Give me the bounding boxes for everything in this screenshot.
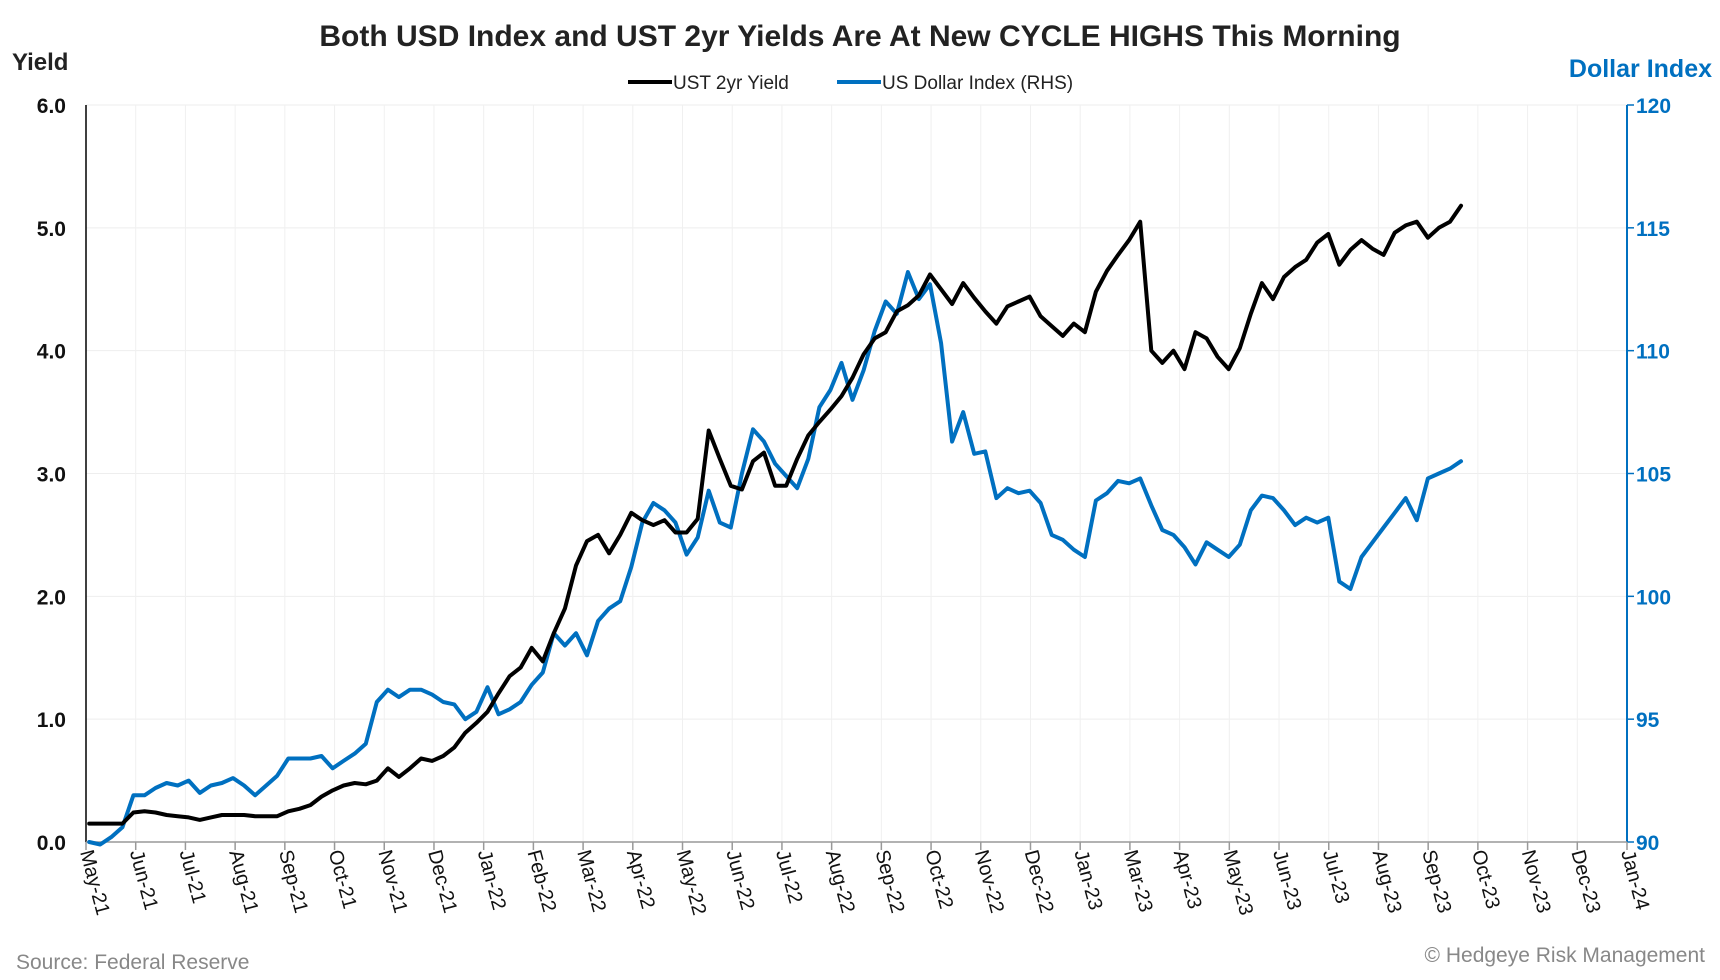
x-tick-label: Aug-21 xyxy=(224,848,262,916)
x-tick-label: Sep-22 xyxy=(871,848,909,916)
x-tick-label: May-22 xyxy=(672,848,711,918)
x-tick-label: Aug-22 xyxy=(821,848,859,916)
left-tick-label: 3.0 xyxy=(37,464,66,487)
x-tick-label: Nov-22 xyxy=(970,848,1008,916)
series-lines xyxy=(87,203,1463,847)
series-line-us-dollar-index xyxy=(87,270,1463,847)
series-ust-2yr-yield xyxy=(87,203,1463,826)
x-tick-label: Jan-23 xyxy=(1069,848,1106,913)
copyright-note: © Hedgeye Risk Management xyxy=(1425,944,1706,967)
series-us-dollar-index xyxy=(87,270,1463,847)
x-tick-label: Feb-22 xyxy=(523,848,561,915)
x-tick-label: Apr-22 xyxy=(622,848,659,912)
left-axis-label: Yield xyxy=(12,49,68,76)
right-tick-label: 105 xyxy=(1636,464,1671,487)
x-tick-label: Jul-21 xyxy=(175,848,210,906)
right-tick-label: 95 xyxy=(1636,709,1660,732)
x-tick-label: May-23 xyxy=(1218,848,1257,918)
x-tick-label: Jun-21 xyxy=(125,848,162,913)
left-tick-label: 4.0 xyxy=(37,341,66,364)
x-tick-label: Jul-22 xyxy=(771,848,806,906)
x-tick-label: Sep-21 xyxy=(274,848,312,916)
x-tick-label: Jan-24 xyxy=(1616,848,1653,913)
x-tick-label: Jan-22 xyxy=(473,848,510,913)
x-tick-label: Jun-22 xyxy=(721,848,758,913)
legend-label-yield: UST 2yr Yield xyxy=(673,73,789,94)
right-tick-label: 115 xyxy=(1636,218,1670,241)
right-tick-label: 120 xyxy=(1636,95,1671,118)
left-tick-label: 5.0 xyxy=(37,218,66,241)
x-tick-label: Jun-23 xyxy=(1268,848,1305,913)
x-tick-label: Oct-21 xyxy=(324,848,361,912)
chart-title: Both USD Index and UST 2yr Yields Are At… xyxy=(319,20,1400,53)
left-tick-label: 1.0 xyxy=(37,709,66,732)
x-tick-label: Mar-23 xyxy=(1119,848,1157,915)
gridlines xyxy=(86,104,1628,842)
right-tick-label: 110 xyxy=(1636,341,1670,364)
x-tick-label: Jul-23 xyxy=(1318,848,1353,906)
legend-label-dxy: US Dollar Index (RHS) xyxy=(882,73,1073,94)
x-tick-label: Dec-23 xyxy=(1566,848,1604,916)
right-axis-label: Dollar Index xyxy=(1569,55,1712,83)
x-tick-label: Nov-23 xyxy=(1517,848,1555,916)
right-tick-label: 100 xyxy=(1636,586,1671,609)
x-tick-label: Apr-23 xyxy=(1169,848,1206,912)
x-tick-label: Dec-21 xyxy=(423,848,461,916)
left-tick-label: 2.0 xyxy=(37,586,66,609)
right-tick-label: 90 xyxy=(1636,832,1659,855)
x-tick-label: May-21 xyxy=(75,848,114,918)
legend: UST 2yr Yield US Dollar Index (RHS) xyxy=(628,73,1073,94)
x-tick-label: Oct-22 xyxy=(920,848,957,912)
x-tick-label: Sep-23 xyxy=(1417,848,1455,916)
x-tick-label: Nov-21 xyxy=(373,848,411,916)
left-tick-label: 0.0 xyxy=(37,832,66,855)
axes: 0.0 1.0 2.0 3.0 4.0 5.0 6.0 90 95 100 105 110 115 120… xyxy=(37,95,1672,918)
x-tick-label: Oct-23 xyxy=(1467,848,1504,912)
source-note: Source: Federal Reserve xyxy=(16,951,249,974)
x-tick-label: Mar-22 xyxy=(572,848,610,915)
x-tick-label: Dec-22 xyxy=(1020,848,1058,916)
left-tick-label: 6.0 xyxy=(37,95,66,118)
x-tick-label: Aug-23 xyxy=(1368,848,1406,916)
series-line-ust-2yr-yield xyxy=(87,203,1463,826)
